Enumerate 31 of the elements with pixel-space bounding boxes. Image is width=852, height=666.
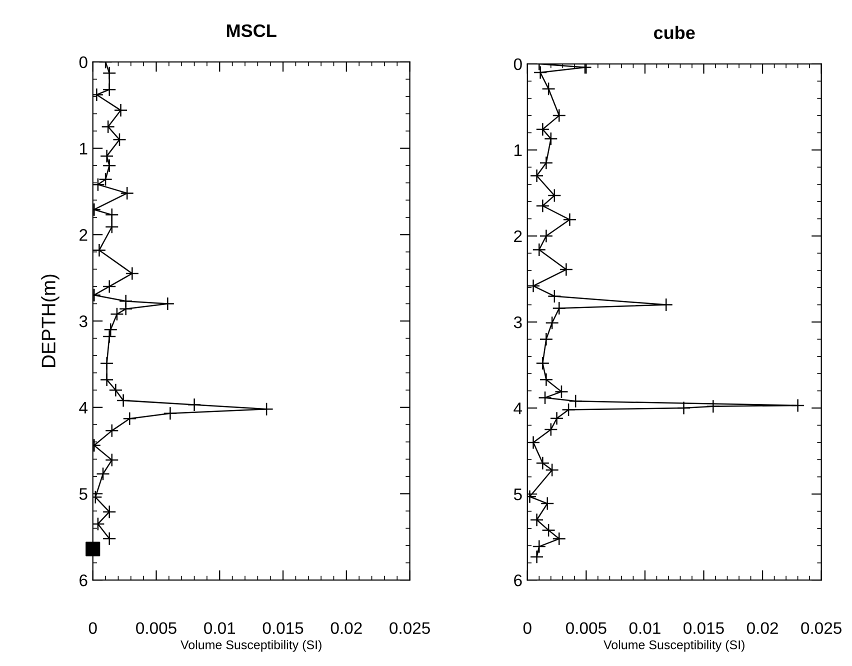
y-tick-label: 3 — [79, 315, 88, 328]
x-tick-label: 0.025 — [801, 622, 842, 634]
y-tick-label: 2 — [80, 229, 88, 241]
x-tick-label: 0.02 — [746, 622, 778, 634]
x-tick-label: 0.01 — [629, 622, 660, 634]
x-tick-label: 0.015 — [262, 622, 304, 634]
y-tick-label: 5 — [79, 488, 88, 500]
y-tick-label: 0 — [79, 56, 88, 68]
y-tick-label: 3 — [514, 316, 522, 328]
x-axis-title: Volume Susceptibility (SI) — [180, 640, 322, 652]
x-tick-label: 0.005 — [566, 622, 606, 634]
y-axis-title: DEPTH(m) — [41, 274, 60, 367]
x-tick-label: 0.025 — [390, 622, 430, 634]
y-tick-label: 1 — [80, 142, 88, 154]
y-tick-label: 4 — [79, 402, 88, 414]
y-tick-label: 4 — [514, 402, 522, 414]
y-tick-label: 2 — [514, 230, 522, 242]
x-tick-label: 0 — [523, 622, 532, 634]
chart-title: MSCL — [226, 24, 276, 38]
y-tick-label: 1 — [514, 144, 522, 156]
x-tick-label: 0.02 — [330, 622, 362, 634]
y-tick-label: 6 — [514, 574, 522, 586]
x-tick-label: 0.005 — [136, 622, 176, 634]
x-tick-label: 0.01 — [204, 622, 236, 634]
x-axis-title: Volume Susceptibility (SI) — [604, 640, 744, 652]
y-tick-label: 0 — [514, 58, 522, 70]
x-tick-label: 0.015 — [684, 622, 724, 634]
y-tick-label: 6 — [80, 574, 88, 586]
chart-title: cube — [654, 26, 695, 40]
x-tick-label: 0 — [88, 622, 97, 634]
y-tick-label: 5 — [514, 488, 522, 500]
